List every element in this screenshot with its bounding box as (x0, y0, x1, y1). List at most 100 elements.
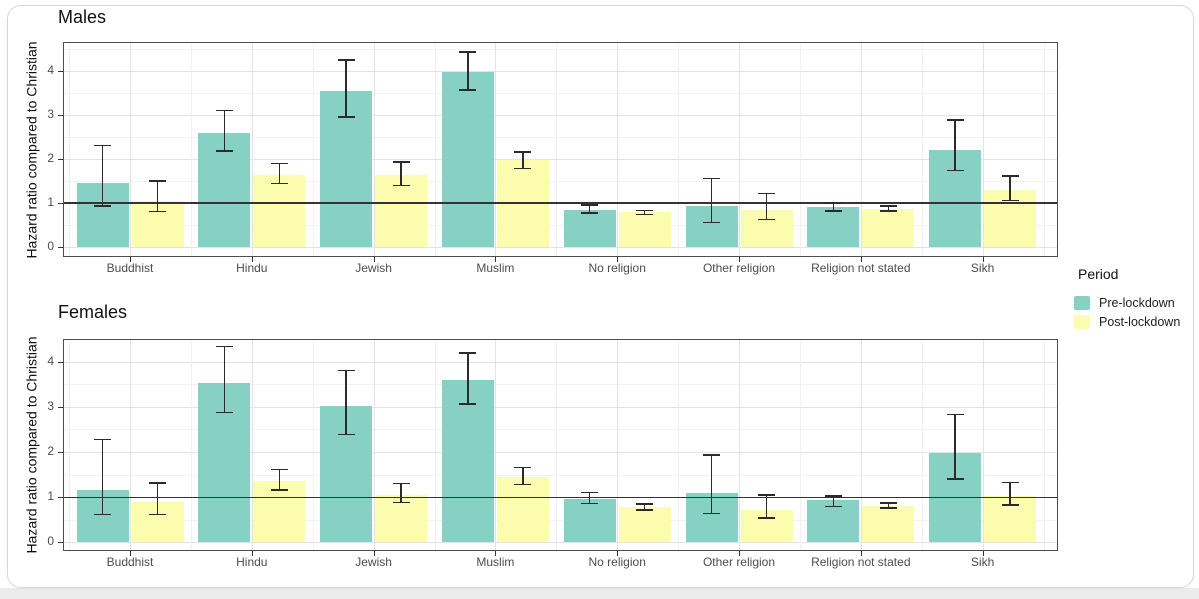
error-bar-line (644, 503, 646, 510)
y-tick-label: 0 (47, 534, 54, 549)
error-bar-cap (337, 369, 355, 372)
error-bar-line (887, 205, 889, 211)
x-tick-label: Muslim (476, 555, 515, 569)
gridline-v-minor (312, 42, 314, 257)
gridline-v-major (251, 42, 253, 257)
error-bar-cap (636, 503, 654, 505)
error-bar-cap (215, 411, 233, 414)
error-bar-line (954, 414, 956, 480)
error-bar-cap (946, 119, 964, 121)
x-tick (373, 551, 375, 556)
bar (862, 505, 915, 543)
reference-line (63, 202, 1058, 204)
error-bar-cap (392, 184, 410, 187)
x-tick-label: Hindu (236, 261, 268, 275)
y-tick (58, 542, 63, 544)
error-bar-cap (459, 352, 477, 354)
error-bar-line (345, 60, 347, 118)
gridline-v-minor (678, 339, 680, 551)
error-bar-cap (337, 433, 355, 436)
error-bar-cap (459, 403, 477, 405)
error-bar-line (467, 353, 469, 405)
y-tick (58, 202, 63, 204)
x-tick-label: Other religion (702, 555, 776, 569)
error-bar-line (832, 495, 834, 507)
x-tick-label: Sikh (970, 555, 995, 569)
legend-item-post-lockdown: Post-lockdown (1066, 312, 1180, 331)
error-bar-line (101, 145, 104, 206)
error-bar-cap (1001, 199, 1019, 201)
gridline-v-minor (434, 339, 436, 551)
error-bar-line (400, 483, 402, 503)
gridline-v-minor (69, 42, 71, 257)
gridline-v-minor (799, 42, 801, 257)
error-bar-cap (758, 494, 775, 496)
error-bar-cap (1001, 504, 1019, 506)
error-bar-cap (946, 169, 964, 172)
error-bar-line (887, 503, 889, 509)
x-tick (130, 257, 131, 262)
x-tick (130, 551, 131, 556)
x-tick-label: Other religion (702, 261, 776, 275)
y-tick-label: 4 (47, 353, 54, 368)
error-bar-cap (946, 413, 964, 416)
x-tick (373, 257, 375, 262)
error-bar-cap (215, 345, 233, 348)
gridline-v-minor (556, 42, 558, 257)
gridline-v-minor (69, 339, 71, 551)
gridline-v-major (130, 42, 131, 257)
x-tick (251, 257, 253, 262)
error-bar-cap (270, 162, 288, 165)
error-bar-cap (581, 212, 599, 214)
error-bar-line (589, 205, 591, 214)
bar (441, 72, 494, 247)
error-bar-cap (270, 468, 288, 471)
y-tick (58, 158, 63, 160)
error-bar-line (101, 439, 104, 515)
bar (563, 209, 616, 247)
y-tick-label: 3 (47, 398, 54, 413)
gridline-v-minor (190, 42, 192, 257)
error-bar-cap (581, 491, 599, 494)
error-bar-cap (581, 204, 599, 206)
y-tick-label: 2 (47, 150, 54, 165)
gridline-v-minor (921, 339, 923, 551)
gridline-v-major (373, 42, 375, 257)
error-bar-cap (94, 145, 111, 147)
y-tick (58, 246, 63, 248)
error-bar-cap (337, 116, 355, 118)
error-bar-cap (149, 180, 166, 182)
error-bar-cap (758, 218, 775, 221)
error-bar-cap (703, 512, 720, 515)
error-bar-line (278, 163, 280, 184)
x-tick-label: No religion (588, 261, 646, 275)
error-bar-line (400, 162, 402, 186)
error-bar-cap (879, 507, 897, 509)
y-tick-label: 1 (47, 194, 54, 209)
y-tick (58, 497, 63, 499)
error-bar-cap (758, 517, 775, 519)
error-bar-cap (1001, 175, 1019, 177)
x-tick (860, 551, 862, 556)
legend-swatch-pre-lockdown (1074, 295, 1090, 310)
error-bar-cap (879, 502, 897, 504)
gridline-h-minor (63, 224, 1058, 226)
page-bottom-strip (0, 588, 1199, 599)
gridline-v-major (617, 42, 619, 257)
x-tick-label: Sikh (970, 261, 995, 275)
error-bar-cap (215, 150, 233, 152)
gridline-h-major (63, 71, 1058, 73)
x-tick (495, 257, 497, 262)
gridline-v-minor (921, 42, 923, 257)
y-tick (58, 361, 63, 363)
facet-title-males: Males (58, 7, 107, 27)
error-bar-cap (392, 482, 410, 485)
gridline-v-major (495, 339, 497, 551)
error-bar-cap (94, 439, 111, 441)
error-bar-cap (149, 210, 166, 212)
error-bar-cap (149, 482, 166, 484)
bar (375, 175, 428, 247)
gridline-v-major (617, 339, 619, 551)
error-bar-cap (392, 501, 410, 504)
error-bar-cap (636, 509, 654, 511)
